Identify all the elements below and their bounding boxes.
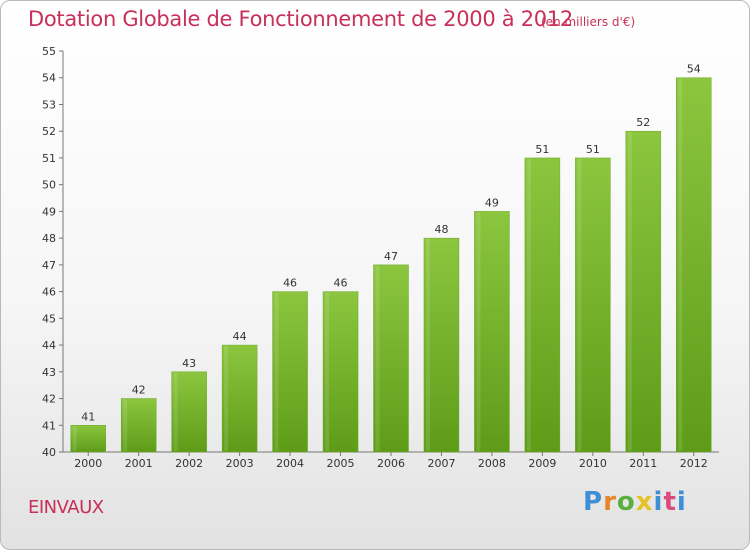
- y-tick-label: 46: [42, 286, 56, 299]
- bar-2007: [423, 237, 460, 453]
- bar-highlight: [627, 132, 632, 451]
- bar-highlight: [224, 346, 229, 451]
- y-tick-label: 54: [42, 72, 56, 85]
- logo-letter: i: [653, 487, 664, 517]
- data-label-2005: 46: [334, 277, 348, 290]
- x-tick-label-2011: 2011: [629, 457, 657, 470]
- x-tick-label-2010: 2010: [579, 457, 607, 470]
- x-tick-label-2003: 2003: [226, 457, 254, 470]
- logo-letter: t: [663, 487, 677, 517]
- bar-highlight: [375, 265, 380, 451]
- bar-highlight: [678, 78, 683, 451]
- bar-2006: [373, 264, 409, 453]
- bar-2004: [272, 291, 308, 453]
- data-label-2000: 41: [81, 410, 95, 423]
- y-tick-label: 55: [42, 45, 56, 58]
- y-tick-label: 47: [42, 259, 56, 272]
- x-tick-label-2004: 2004: [276, 457, 304, 470]
- y-tick-label: 41: [42, 419, 56, 432]
- data-label-2003: 44: [233, 330, 247, 343]
- data-label-2007: 48: [434, 223, 448, 236]
- x-tick-label-2006: 2006: [377, 457, 405, 470]
- bar-2010: [575, 157, 611, 453]
- data-label-2012: 54: [687, 63, 701, 76]
- data-label-2006: 47: [384, 250, 398, 263]
- bar-2005: [322, 291, 359, 453]
- data-label-2004: 46: [283, 277, 297, 290]
- data-label-2009: 51: [535, 143, 549, 156]
- y-tick-label: 48: [42, 232, 56, 245]
- bar-highlight: [72, 426, 77, 451]
- x-tick-label-2008: 2008: [478, 457, 506, 470]
- x-tick-label-2000: 2000: [74, 457, 102, 470]
- chart-unit-subtitle: (en milliers d'€): [541, 15, 636, 29]
- bar-2001: [120, 398, 157, 453]
- y-tick-label: 52: [42, 125, 56, 138]
- y-tick-label: 40: [42, 446, 56, 459]
- bar-highlight: [526, 158, 531, 451]
- bar-2012: [676, 77, 712, 453]
- logo-letter: i: [676, 487, 687, 517]
- bar-2011: [625, 130, 662, 453]
- bar-2003: [221, 344, 258, 453]
- x-tick-label-2007: 2007: [427, 457, 455, 470]
- x-tick-label-2009: 2009: [528, 457, 556, 470]
- bar-highlight: [425, 239, 430, 451]
- x-tick-label-2005: 2005: [327, 457, 355, 470]
- bar-2009: [524, 157, 561, 453]
- data-label-2002: 43: [182, 357, 196, 370]
- bar-2008: [474, 211, 510, 453]
- bar-highlight: [274, 292, 279, 451]
- data-label-2008: 49: [485, 196, 499, 209]
- logo-letter: o: [616, 487, 636, 517]
- y-tick-label: 53: [42, 98, 56, 111]
- data-label-2001: 42: [132, 384, 146, 397]
- y-tick-label: 49: [42, 205, 56, 218]
- bar-highlight: [476, 212, 481, 451]
- bar-2002: [171, 371, 207, 453]
- data-label-2010: 51: [586, 143, 600, 156]
- bar-highlight: [123, 399, 128, 451]
- bar-2000: [70, 425, 106, 453]
- y-tick-label: 45: [42, 312, 56, 325]
- proxiti-logo: Proxiti: [583, 487, 687, 517]
- bar-highlight: [325, 292, 330, 451]
- x-tick-label-2012: 2012: [680, 457, 708, 470]
- commune-name: EINVAUX: [28, 497, 104, 518]
- y-tick-label: 43: [42, 366, 56, 379]
- bar-highlight: [173, 372, 178, 451]
- x-tick-label-2001: 2001: [125, 457, 153, 470]
- logo-letter: P: [583, 487, 604, 517]
- y-tick-label: 44: [42, 339, 56, 352]
- y-tick-label: 50: [42, 179, 56, 192]
- y-tick-label: 51: [42, 152, 56, 165]
- x-tick-label-2002: 2002: [175, 457, 203, 470]
- bar-highlight: [577, 158, 582, 451]
- data-label-2011: 52: [636, 116, 650, 129]
- logo-letter: x: [635, 487, 654, 517]
- chart-title: Dotation Globale de Fonctionnement de 20…: [28, 7, 573, 31]
- logo-letter: r: [603, 487, 617, 517]
- y-tick-label: 42: [42, 393, 56, 406]
